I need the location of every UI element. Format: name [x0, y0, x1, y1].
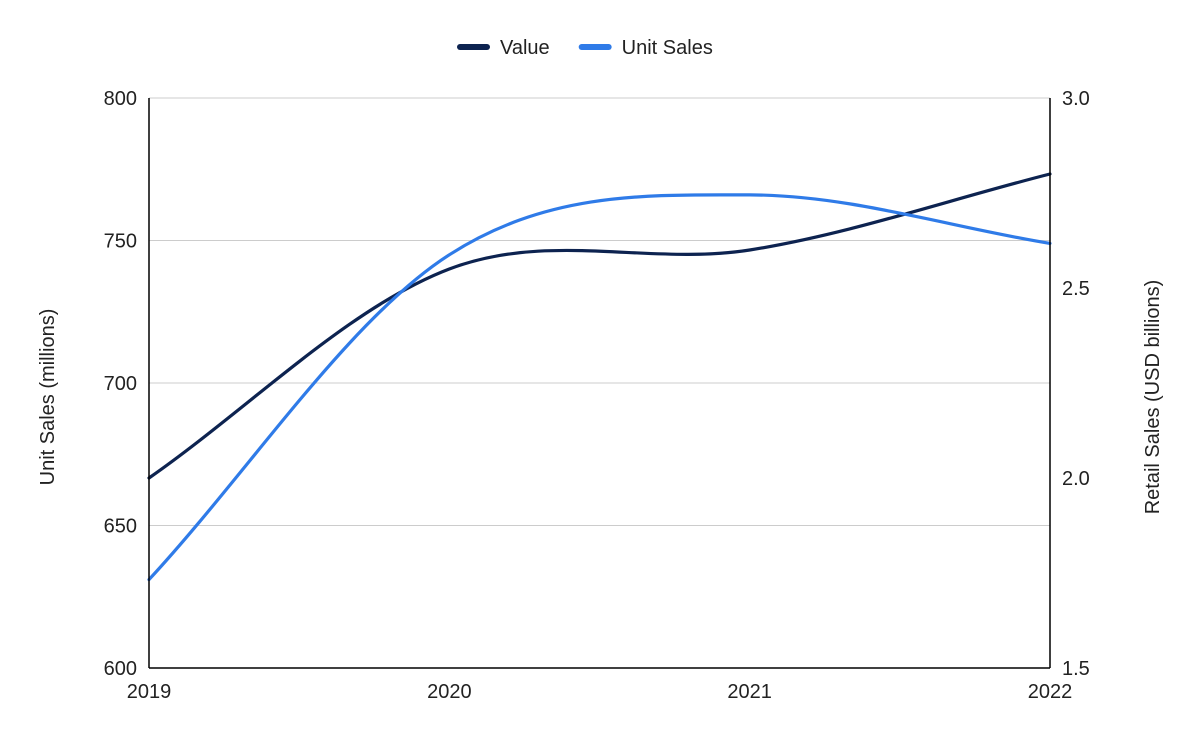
series-lines — [147, 172, 1052, 582]
left-tick-label: 600 — [104, 658, 137, 680]
axes — [148, 98, 1051, 669]
x-tick-label: 2022 — [1028, 681, 1073, 703]
series-line-value — [147, 172, 1052, 480]
x-tick-label: 2021 — [727, 681, 772, 703]
left-tick-label: 650 — [104, 516, 137, 538]
tick-labels: 600 650 700 750 800 1.5 2.0 2.5 3.0 2019 2020 2021 2… — [104, 88, 1090, 703]
legend: Value Unit Sales — [457, 37, 713, 59]
legend-label-unit-sales: Unit Sales — [622, 37, 713, 59]
x-tick-label: 2020 — [427, 681, 472, 703]
right-tick-label: 2.5 — [1062, 278, 1090, 300]
right-tick-label: 1.5 — [1062, 658, 1090, 680]
right-tick-label: 3.0 — [1062, 88, 1090, 110]
left-axis-title: Unit Sales (millions) — [37, 309, 59, 486]
left-tick-label: 800 — [104, 88, 137, 110]
left-tick-label: 750 — [104, 231, 137, 253]
left-tick-label: 700 — [104, 373, 137, 395]
gridlines — [149, 97, 1050, 526]
right-tick-label: 2.0 — [1062, 468, 1090, 490]
legend-label-value: Value — [500, 37, 550, 59]
x-tick-label: 2019 — [127, 681, 172, 703]
right-axis-title: Retail Sales (USD billions) — [1142, 280, 1164, 515]
series-line-unit-sales — [147, 193, 1052, 582]
